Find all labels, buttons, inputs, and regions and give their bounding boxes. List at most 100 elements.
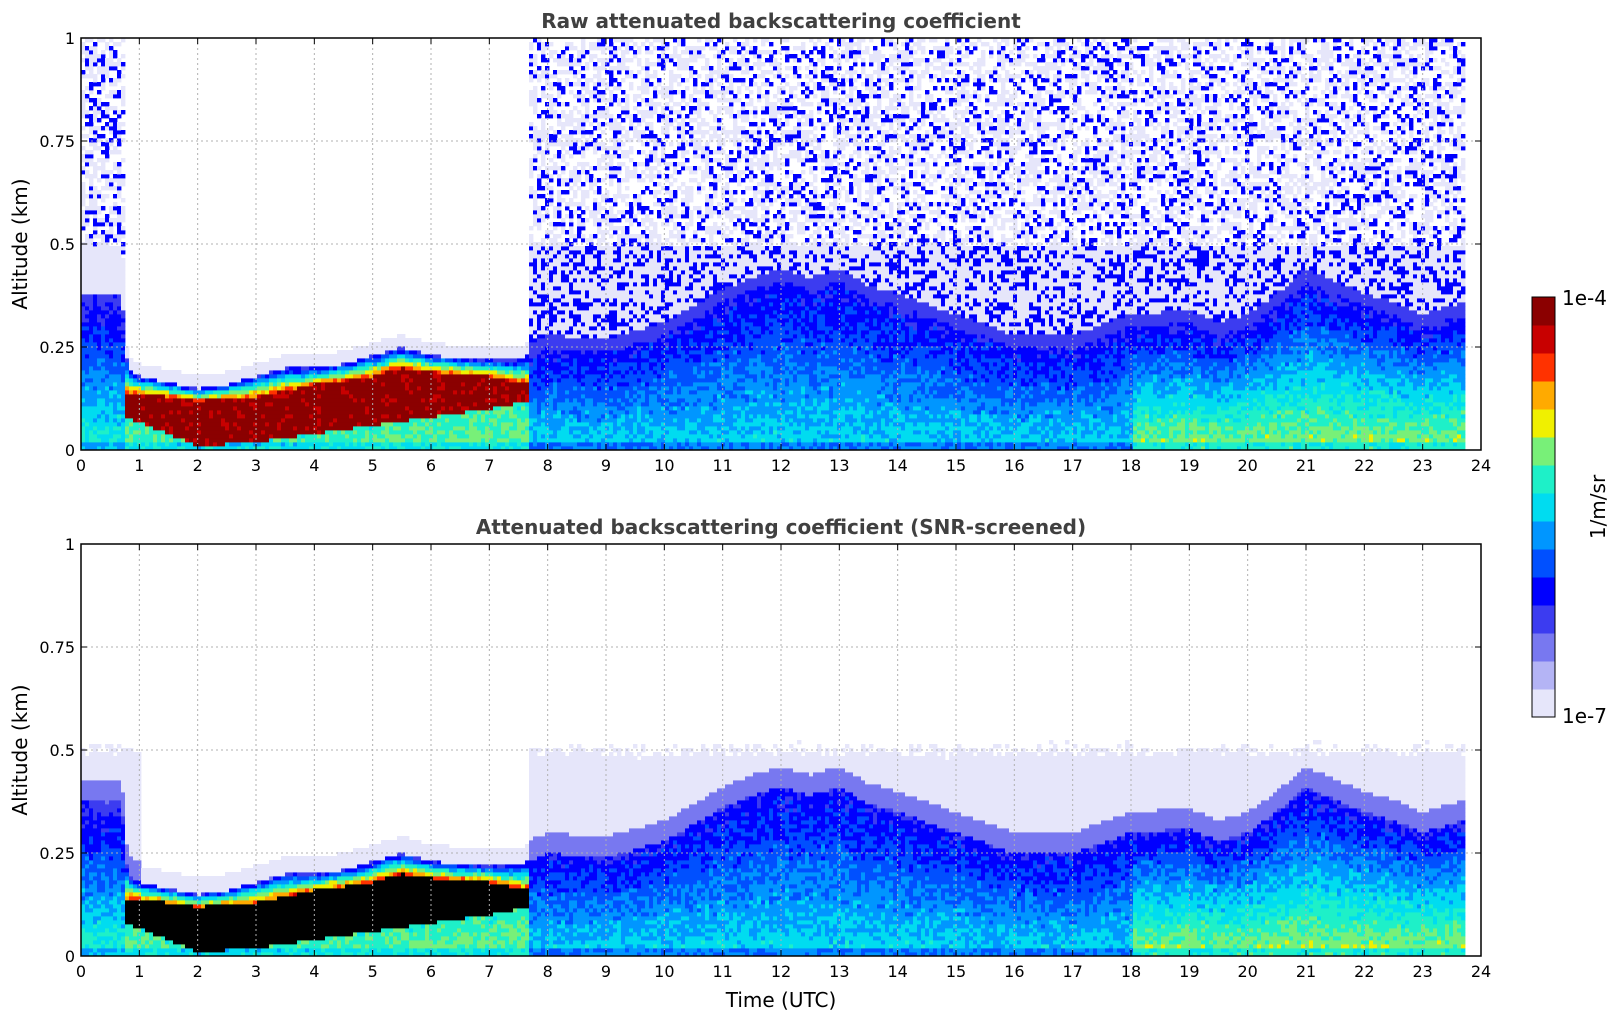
heat-cell — [341, 350, 346, 355]
heat-cell — [157, 446, 162, 450]
heat-cell — [533, 378, 538, 383]
heat-cell — [585, 386, 590, 391]
heat-cell — [93, 410, 98, 415]
heat-cell — [469, 390, 474, 395]
heat-cell — [125, 430, 130, 435]
heat-cell — [353, 442, 358, 447]
heat-cell — [593, 222, 598, 227]
heat-cell — [425, 386, 430, 391]
heat-cell — [85, 350, 90, 355]
heat-cell — [257, 402, 262, 407]
heat-cell — [341, 370, 346, 375]
heat-cell — [377, 446, 382, 450]
heat-cell — [541, 418, 546, 423]
heat-cell — [345, 382, 350, 387]
heat-cell — [261, 442, 266, 447]
heat-cell — [293, 430, 298, 435]
heat-cell — [165, 402, 170, 407]
heat-cell — [109, 182, 114, 187]
heat-cell — [117, 410, 122, 415]
heat-cell — [93, 142, 98, 147]
heat-cell — [545, 290, 550, 295]
heat-cell — [101, 198, 106, 203]
heat-cell — [393, 422, 398, 427]
heat-cell — [533, 334, 538, 339]
heat-cell — [421, 394, 426, 399]
heat-cell — [609, 394, 614, 399]
heat-cell — [129, 374, 134, 379]
heat-cell — [97, 274, 102, 279]
heat-cell — [121, 330, 126, 335]
heat-cell — [121, 302, 126, 307]
heat-cell — [281, 358, 286, 363]
heat-cell — [589, 298, 594, 303]
heat-cell — [541, 402, 546, 407]
heat-cell — [597, 350, 602, 355]
heat-cell — [457, 390, 462, 395]
heat-cell — [97, 430, 102, 435]
heat-cell — [197, 426, 202, 431]
heat-cell — [561, 302, 566, 307]
heat-cell — [597, 338, 602, 343]
heat-cell — [437, 354, 442, 359]
heat-cell — [113, 110, 118, 115]
heat-cell — [109, 414, 114, 419]
heat-cell — [601, 58, 606, 63]
heat-cell — [513, 410, 518, 415]
heat-cell — [189, 442, 194, 447]
heat-cell — [113, 366, 118, 371]
heat-cell — [601, 286, 606, 291]
heat-cell — [105, 358, 110, 363]
heat-cell — [565, 426, 570, 431]
heat-cell — [217, 374, 222, 379]
heat-cell — [265, 378, 270, 383]
heat-cell — [289, 378, 294, 383]
heat-cell — [445, 374, 450, 379]
heat-cell — [105, 282, 110, 287]
heat-cell — [341, 406, 346, 411]
heat-cell — [93, 338, 98, 343]
heat-cell — [481, 370, 486, 375]
heat-cell — [249, 410, 254, 415]
heat-cell — [521, 350, 526, 355]
heat-cell — [289, 354, 294, 359]
heat-cell — [373, 374, 378, 379]
heat-cell — [521, 354, 526, 359]
heat-cell — [469, 366, 474, 371]
heat-cell — [305, 406, 310, 411]
heat-cell — [349, 370, 354, 375]
heat-cell — [533, 286, 538, 291]
heat-cell — [109, 270, 114, 275]
heat-cell — [141, 370, 146, 375]
heat-cell — [509, 402, 514, 407]
heat-cell — [489, 366, 494, 371]
heat-cell — [109, 382, 114, 387]
heat-cell — [153, 382, 158, 387]
heat-cell — [93, 342, 98, 347]
heat-cell — [281, 386, 286, 391]
heat-cell — [261, 382, 266, 387]
heat-cell — [125, 366, 130, 371]
heat-cell — [305, 430, 310, 435]
heat-cell — [217, 426, 222, 431]
heat-cell — [89, 278, 94, 283]
heat-cell — [105, 186, 110, 191]
heat-cell — [437, 442, 442, 447]
heat-cell — [429, 434, 434, 439]
heat-cell — [197, 406, 202, 411]
heat-cell — [557, 418, 562, 423]
heat-cell — [569, 82, 574, 87]
heat-cell — [389, 406, 394, 411]
heat-cell — [601, 310, 606, 315]
heat-cell — [425, 406, 430, 411]
heat-cell — [193, 398, 198, 403]
heat-cell — [269, 406, 274, 411]
heat-cell — [361, 346, 366, 351]
heat-cell — [113, 94, 118, 99]
heat-cell — [441, 370, 446, 375]
heat-cell — [445, 418, 450, 423]
heat-cell — [181, 442, 186, 447]
heat-cell — [301, 394, 306, 399]
heat-cell — [105, 62, 110, 67]
